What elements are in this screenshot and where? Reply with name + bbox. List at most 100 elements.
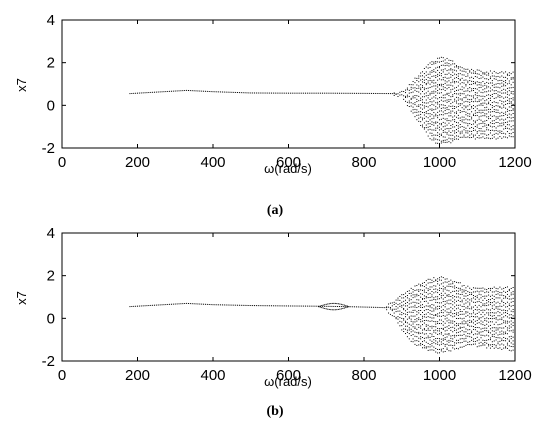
- data-point: [422, 343, 424, 345]
- data-point: [476, 114, 478, 116]
- data-point: [491, 126, 493, 128]
- data-point: [442, 130, 444, 132]
- data-point: [397, 96, 399, 98]
- data-point: [406, 322, 408, 324]
- data-point: [501, 125, 503, 127]
- data-point: [435, 288, 437, 290]
- data-point: [418, 306, 420, 308]
- data-point: [501, 92, 503, 94]
- data-point: [514, 90, 516, 92]
- data-point: [488, 325, 490, 327]
- data-point: [476, 326, 478, 328]
- data-point: [214, 304, 216, 306]
- data-point: [463, 79, 465, 81]
- data-point: [476, 336, 478, 338]
- data-point: [295, 92, 297, 94]
- data-point: [450, 82, 452, 84]
- data-point: [399, 295, 401, 297]
- data-point: [471, 124, 473, 126]
- data-point: [463, 122, 465, 124]
- data-point: [501, 132, 503, 134]
- data-point: [474, 343, 476, 345]
- data-point: [454, 344, 456, 346]
- data-point: [474, 341, 476, 343]
- data-point: [440, 331, 442, 333]
- data-point: [412, 301, 414, 303]
- data-point: [425, 131, 427, 133]
- data-point: [465, 322, 467, 324]
- data-point: [422, 85, 424, 87]
- data-point: [488, 309, 490, 311]
- data-point: [469, 87, 471, 89]
- data-point: [442, 86, 444, 88]
- data-point: [508, 317, 510, 319]
- data-point: [505, 126, 507, 128]
- data-point: [497, 291, 499, 293]
- data-point: [506, 327, 508, 329]
- data-point: [435, 347, 437, 349]
- data-point: [457, 127, 459, 129]
- data-point: [423, 105, 425, 107]
- data-point: [450, 59, 452, 61]
- data-point: [503, 119, 505, 121]
- data-point: [457, 114, 459, 116]
- data-point: [472, 127, 474, 129]
- data-point: [495, 78, 497, 80]
- data-point: [433, 331, 435, 333]
- data-point: [469, 95, 471, 97]
- data-point: [514, 328, 516, 330]
- data-point: [474, 295, 476, 297]
- data-point: [459, 293, 461, 295]
- data-point: [429, 86, 431, 88]
- data-point: [446, 295, 448, 297]
- data-point: [467, 98, 469, 100]
- data-point: [291, 92, 293, 94]
- data-point: [218, 304, 220, 306]
- data-point: [422, 347, 424, 349]
- data-point: [469, 316, 471, 318]
- data-point: [240, 92, 242, 94]
- data-point: [489, 337, 491, 339]
- data-point: [463, 284, 465, 286]
- data-point: [440, 288, 442, 290]
- data-point: [178, 303, 180, 305]
- data-point: [491, 312, 493, 314]
- data-point: [414, 321, 416, 323]
- data-point: [439, 352, 440, 354]
- data-point: [471, 332, 473, 334]
- data-point: [450, 283, 452, 285]
- data-point: [489, 111, 491, 113]
- data-point: [389, 313, 391, 315]
- data-point: [454, 69, 456, 71]
- data-point: [448, 100, 450, 102]
- data-point: [448, 295, 450, 297]
- data-point: [505, 96, 507, 98]
- data-point: [474, 304, 476, 306]
- data-point: [454, 296, 456, 298]
- data-point: [440, 64, 442, 66]
- data-point: [422, 311, 424, 313]
- data-point: [459, 83, 461, 85]
- data-point: [388, 303, 390, 305]
- data-point: [448, 312, 450, 314]
- data-point: [448, 63, 450, 65]
- data-point: [463, 90, 465, 92]
- data-point: [486, 289, 488, 291]
- data-point: [435, 102, 437, 104]
- data-point: [510, 292, 512, 294]
- data-point: [389, 308, 391, 310]
- data-point: [495, 332, 497, 334]
- data-point: [488, 79, 490, 81]
- data-point: [435, 82, 437, 84]
- data-point: [446, 81, 448, 83]
- data-point: [423, 114, 425, 116]
- data-point: [471, 320, 473, 322]
- data-point: [495, 297, 497, 299]
- data-point: [465, 90, 467, 92]
- data-point: [506, 310, 508, 312]
- data-point: [133, 92, 135, 94]
- data-point: [480, 112, 482, 114]
- data-point: [463, 136, 465, 138]
- data-point: [367, 306, 369, 308]
- data-point: [197, 90, 199, 92]
